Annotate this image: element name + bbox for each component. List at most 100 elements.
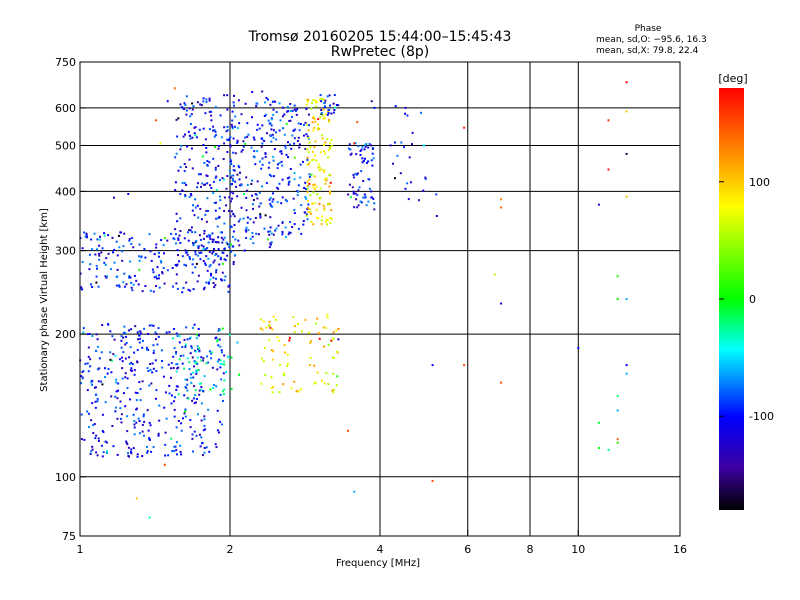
data-point — [307, 98, 309, 101]
data-point — [240, 113, 243, 116]
data-point — [352, 173, 355, 176]
data-point — [162, 375, 165, 378]
data-point — [219, 199, 222, 202]
data-point — [210, 274, 212, 277]
data-point — [181, 255, 184, 258]
data-point — [151, 268, 154, 271]
data-point — [324, 113, 327, 116]
data-point — [244, 229, 247, 232]
data-point — [365, 142, 368, 145]
data-point — [184, 195, 187, 198]
data-point — [202, 237, 205, 240]
data-point — [323, 345, 326, 348]
data-point — [197, 413, 199, 416]
data-point — [297, 184, 300, 187]
data-point — [116, 397, 119, 400]
data-point — [193, 385, 196, 388]
data-point — [204, 138, 207, 141]
data-point — [355, 173, 358, 176]
data-point — [116, 275, 119, 278]
data-point — [179, 193, 182, 195]
data-point — [194, 394, 197, 397]
data-point — [288, 120, 291, 122]
data-point — [90, 381, 93, 384]
data-point — [81, 377, 84, 380]
data-point — [359, 150, 362, 152]
data-point — [158, 274, 160, 277]
data-point — [329, 147, 332, 150]
data-point — [180, 145, 183, 148]
data-point — [228, 246, 231, 249]
data-point — [260, 382, 263, 385]
data-point — [278, 162, 281, 164]
data-point — [404, 106, 407, 109]
data-point — [203, 162, 206, 164]
data-point — [181, 291, 184, 294]
data-point — [121, 356, 123, 359]
data-point — [205, 281, 208, 284]
data-point — [312, 129, 315, 132]
data-point — [185, 95, 188, 98]
data-point — [170, 402, 173, 405]
data-point — [178, 234, 181, 237]
data-point — [97, 440, 100, 442]
data-point — [146, 367, 149, 370]
data-point — [431, 364, 434, 367]
data-point — [213, 286, 216, 289]
data-point — [192, 258, 195, 261]
data-point — [270, 232, 273, 235]
data-point — [202, 248, 205, 251]
data-point — [208, 99, 211, 102]
data-point — [202, 97, 205, 100]
data-point — [176, 135, 179, 138]
data-point — [293, 212, 296, 215]
data-point — [122, 392, 125, 395]
data-point — [148, 324, 151, 327]
data-point — [98, 357, 101, 360]
data-point — [328, 149, 331, 152]
data-point — [178, 260, 180, 263]
data-point — [319, 197, 322, 199]
data-point — [271, 133, 274, 136]
data-point — [245, 226, 248, 229]
data-point — [152, 290, 155, 293]
data-point — [183, 108, 186, 110]
data-point — [328, 120, 331, 123]
data-point — [368, 187, 371, 190]
data-point — [184, 133, 186, 136]
data-point — [607, 168, 610, 171]
data-point — [215, 385, 218, 388]
data-point — [332, 111, 335, 114]
data-point — [122, 245, 125, 248]
data-point — [97, 285, 100, 288]
data-point — [193, 430, 196, 433]
data-point — [174, 445, 177, 448]
data-point — [176, 367, 179, 370]
data-point — [321, 215, 324, 218]
data-point — [138, 259, 141, 262]
x-tick-label: 1 — [77, 543, 84, 556]
data-point — [104, 440, 107, 443]
data-point — [295, 390, 298, 393]
data-point — [222, 400, 224, 402]
data-point — [286, 353, 289, 356]
stats-line-o: mean, sd,O: −95.6, 16.3 — [596, 35, 707, 45]
data-point — [152, 324, 155, 327]
data-point — [286, 365, 289, 368]
data-point — [406, 182, 409, 185]
data-point — [98, 238, 101, 241]
data-point — [279, 364, 281, 367]
data-point — [107, 252, 110, 255]
data-point — [130, 452, 133, 455]
data-point — [268, 173, 271, 176]
data-point — [312, 116, 315, 118]
data-point — [246, 189, 248, 192]
data-point — [291, 109, 294, 112]
data-point — [597, 447, 600, 449]
data-point — [151, 362, 154, 365]
data-point — [272, 175, 275, 178]
data-point — [284, 147, 287, 150]
data-point — [302, 160, 304, 163]
data-point — [361, 157, 364, 160]
data-point — [186, 389, 189, 392]
